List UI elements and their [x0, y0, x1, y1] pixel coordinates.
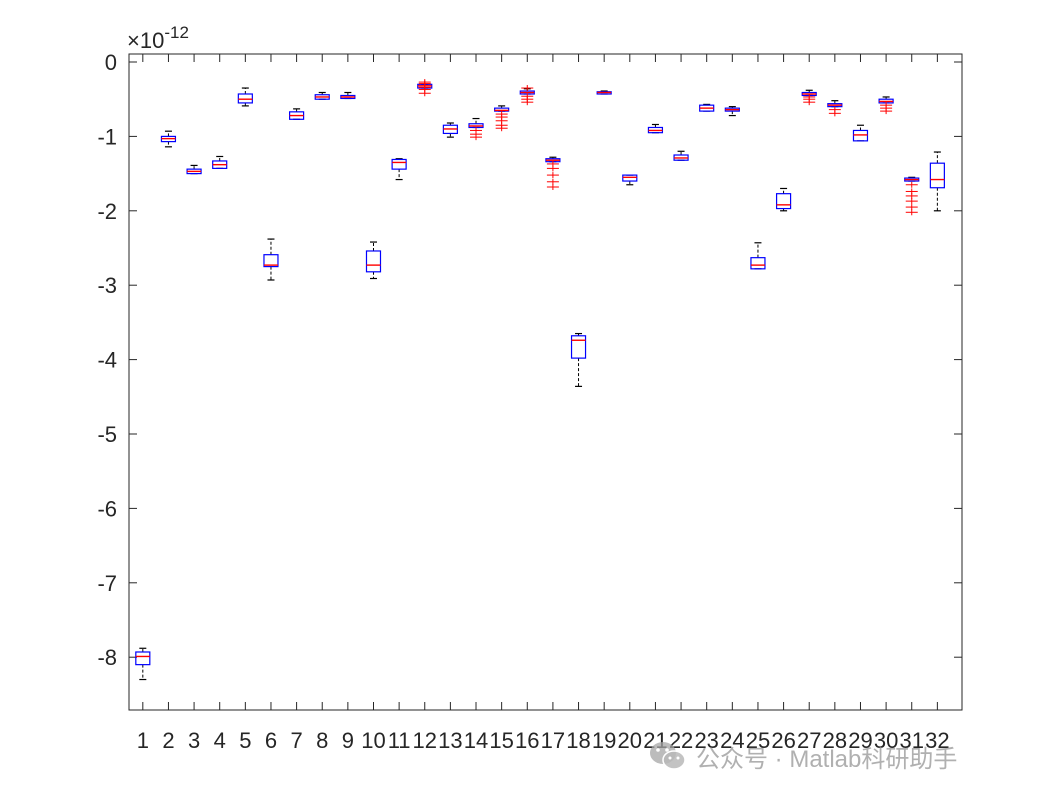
box-iqr [750, 257, 766, 270]
x-tick-label: 1 [137, 728, 149, 753]
x-tick-label: 16 [515, 728, 539, 753]
x-tick-label: 14 [464, 728, 488, 753]
box-iqr [570, 335, 587, 359]
x-tick-label: 9 [342, 728, 354, 753]
x-tick-label: 2 [162, 728, 174, 753]
watermark-text: 公众号 · Matlab科研助手 [696, 745, 958, 773]
y-tick-label: 0 [105, 50, 117, 75]
box-iqr [391, 158, 407, 170]
exponent-power: -12 [164, 23, 189, 42]
y-tick-label: -8 [97, 645, 117, 670]
box-iqr [237, 93, 253, 104]
x-tick-label: 27 [797, 728, 821, 753]
x-tick-label: 25 [746, 728, 770, 753]
box-iqr [365, 250, 382, 273]
x-tick-label: 30 [874, 728, 898, 753]
exponent-label: ×10-12 [127, 23, 189, 53]
x-tick-label: 32 [925, 728, 949, 753]
x-tick-label: 13 [438, 728, 462, 753]
axes-frame [128, 53, 963, 711]
x-tick-label: 15 [489, 728, 513, 753]
watermark: 公众号 · Matlab科研助手 [648, 736, 957, 776]
box-iqr [135, 651, 151, 666]
x-tick-label: 12 [413, 728, 437, 753]
x-tick-label: 10 [361, 728, 385, 753]
x-tick-label: 26 [771, 728, 795, 753]
x-tick-label: 19 [592, 728, 616, 753]
y-tick-label: -3 [97, 273, 117, 298]
x-tick-label: 23 [694, 728, 718, 753]
x-tick-label: 11 [388, 728, 411, 753]
x-tick-label: 29 [848, 728, 872, 753]
x-tick-label: 31 [899, 728, 923, 753]
x-tick-label: 4 [214, 728, 226, 753]
y-tick-label: -2 [97, 199, 117, 224]
y-tick-label: -4 [97, 348, 117, 373]
box-iqr [263, 254, 279, 268]
x-tick-label: 5 [239, 728, 251, 753]
box-iqr [775, 193, 792, 210]
box-iqr [929, 162, 945, 189]
x-tick-label: 7 [290, 728, 302, 753]
y-tick-label: -5 [97, 422, 117, 447]
box-iqr [622, 174, 638, 182]
box-iqr [852, 129, 869, 142]
x-tick-label: 18 [566, 728, 590, 753]
x-tick-label: 17 [541, 728, 565, 753]
y-tick-label: -7 [97, 571, 117, 596]
x-tick-label: 8 [316, 728, 328, 753]
x-tick-label: 24 [720, 728, 744, 753]
x-tick-label: 3 [188, 728, 200, 753]
x-tick-label: 20 [618, 728, 642, 753]
wechat-icon [650, 742, 686, 770]
y-tick-label: -6 [97, 496, 117, 521]
y-tick-label: -1 [97, 124, 117, 149]
x-tick-label: 6 [265, 728, 277, 753]
x-tick-label: 28 [823, 728, 847, 753]
